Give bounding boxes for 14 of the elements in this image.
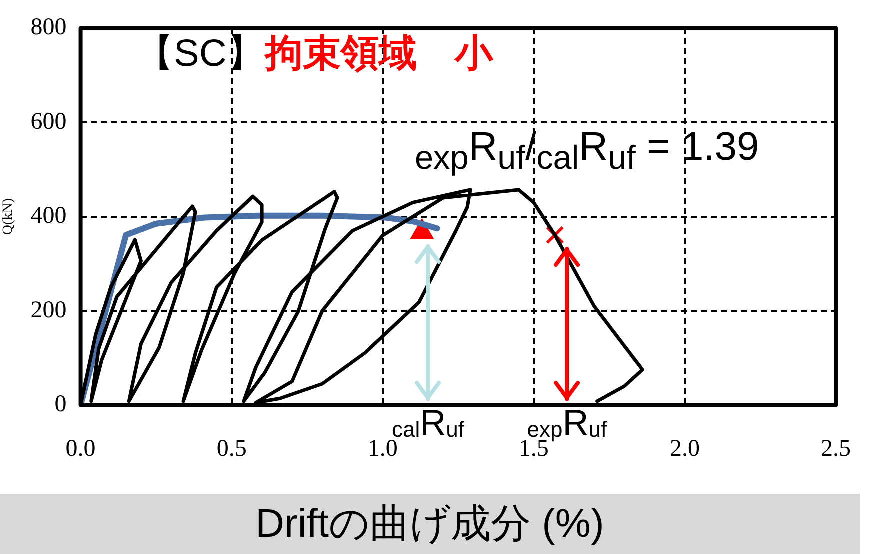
x-axis-title: Driftの曲げ成分 (%) bbox=[0, 494, 860, 554]
chart-subtitle: 拘束領域 小 bbox=[264, 33, 493, 75]
y-tick-label: 400 bbox=[30, 203, 67, 230]
x-tick-label: 0.5 bbox=[216, 436, 247, 462]
ref-line-label: expRuf bbox=[527, 402, 608, 444]
y-axis-title: Q(kN) bbox=[1, 198, 16, 236]
x-tick-label: 2.0 bbox=[670, 436, 700, 462]
y-tick-label: 0 bbox=[54, 391, 67, 418]
chart-title: 【SC】 bbox=[136, 33, 265, 75]
y-tick-label: 600 bbox=[30, 108, 67, 135]
x-tick-label: 2.5 bbox=[821, 436, 851, 462]
x-tick-label: 0.0 bbox=[66, 436, 96, 462]
y-tick-label: 800 bbox=[30, 14, 67, 41]
y-tick-label: 200 bbox=[30, 297, 67, 324]
